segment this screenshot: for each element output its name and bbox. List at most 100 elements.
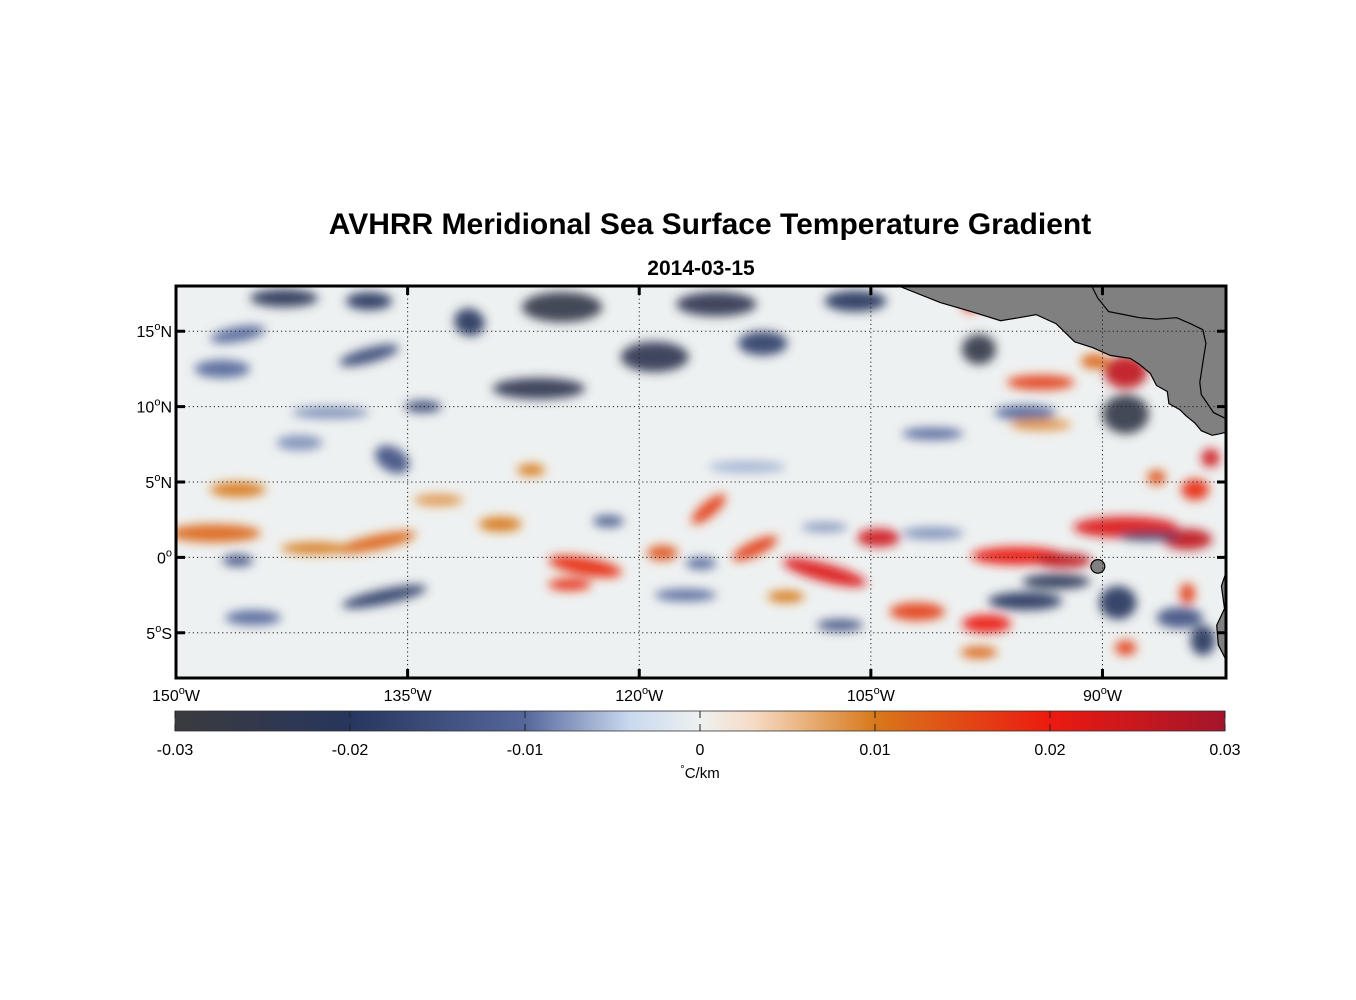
negative-gradient-feature xyxy=(1102,394,1149,434)
positive-gradient-feature xyxy=(548,578,592,591)
positive-gradient-feature xyxy=(517,463,546,476)
colorbar: -0.03 -0.02 -0.01 0 0.01 0.02 0.03 °C/km xyxy=(157,710,1241,782)
latitude-label: 0o xyxy=(157,547,172,567)
colorbar-tick-label: 0.01 xyxy=(859,742,890,759)
colorbar-ticks: -0.03 -0.02 -0.01 0 0.01 0.02 0.03 xyxy=(157,711,1241,759)
colorbar-unit: °C/km xyxy=(680,764,719,782)
negative-gradient-feature xyxy=(654,589,717,602)
negative-gradient-feature xyxy=(708,460,786,473)
colorbar-tick-label: -0.01 xyxy=(507,742,544,759)
positive-gradient-feature xyxy=(960,646,998,659)
positive-gradient-feature xyxy=(767,590,805,603)
gridlines xyxy=(176,286,1226,678)
island xyxy=(1090,559,1106,574)
longitude-label: 105oW xyxy=(847,685,896,705)
negative-gradient-feature xyxy=(685,557,717,570)
positive-gradient-feature xyxy=(1147,469,1166,486)
positive-gradient-feature xyxy=(1104,355,1148,389)
negative-gradient-feature xyxy=(404,400,442,413)
negative-gradient-feature xyxy=(1190,625,1216,656)
negative-gradient-feature xyxy=(988,592,1063,611)
positive-gradient-feature xyxy=(1009,418,1072,431)
negative-gradient-feature xyxy=(194,359,251,378)
latitude-labels: 15oN 10oN 5oN 0o 5oS xyxy=(137,321,172,643)
positive-gradient-feature xyxy=(478,516,522,532)
negative-gradient-feature xyxy=(901,427,964,440)
positive-gradient-feature xyxy=(1201,448,1220,467)
negative-gradient-feature xyxy=(345,292,393,311)
colorbar-unit-degree: ° xyxy=(680,764,684,776)
longitude-labels: 150oW 135oW 120oW 105oW 90oW xyxy=(152,685,1123,705)
negative-gradient-feature xyxy=(961,334,996,365)
positive-gradient-feature xyxy=(1181,478,1210,501)
positive-gradient-feature xyxy=(1036,552,1092,568)
negative-gradient-feature xyxy=(291,406,370,419)
positive-gradient-feature xyxy=(961,614,1012,633)
land-mass xyxy=(1216,572,1226,678)
land-mass xyxy=(898,286,1226,436)
colorbar-unit-text: C/km xyxy=(685,765,720,782)
chart-title: AVHRR Meridional Sea Surface Temperature… xyxy=(329,208,1091,241)
positive-gradient-feature xyxy=(1114,640,1137,656)
longitude-label: 120oW xyxy=(615,685,664,705)
longitude-label: 150oW xyxy=(152,685,201,705)
negative-gradient-feature xyxy=(620,341,689,372)
negative-gradient-feature xyxy=(1022,573,1091,590)
negative-gradient-feature xyxy=(276,435,323,451)
negative-gradient-feature xyxy=(801,522,848,532)
colorbar-tick-label: -0.03 xyxy=(157,742,194,759)
negative-gradient-feature xyxy=(824,290,887,312)
longitude-label: 90oW xyxy=(1083,685,1123,705)
map-panel: 150oW 135oW 120oW 105oW 90oW 15oN 10oN 5oN 0o 5o… xyxy=(137,284,1228,705)
negative-gradient-feature xyxy=(339,344,399,367)
positive-gradient-feature xyxy=(889,602,945,621)
positive-gradient-feature xyxy=(337,531,417,554)
negative-gradient-feature xyxy=(210,325,266,344)
latitude-label: 10oN xyxy=(137,397,172,417)
positive-gradient-feature xyxy=(782,558,867,587)
positive-gradient-feature xyxy=(1080,353,1109,369)
latitude-label: 15oN xyxy=(137,321,172,341)
positive-gradient-feature xyxy=(209,482,266,498)
longitude-label: 135oW xyxy=(384,685,433,705)
negative-gradient-feature xyxy=(994,405,1057,421)
negative-gradient-feature xyxy=(592,515,624,528)
negative-gradient-feature xyxy=(1099,586,1137,620)
positive-gradient-feature xyxy=(856,528,901,547)
positive-gradient-feature xyxy=(413,494,464,507)
negative-gradient-feature xyxy=(492,377,586,400)
colorbar-tick-label: 0 xyxy=(696,742,705,759)
negative-gradient-feature xyxy=(375,445,410,474)
negative-gradient-feature xyxy=(816,619,864,632)
negative-gradient-feature xyxy=(1156,607,1203,629)
negative-gradient-feature xyxy=(901,527,964,540)
negative-gradient-feature xyxy=(342,584,427,609)
gradient-field xyxy=(176,289,1220,659)
latitude-label: 5oN xyxy=(145,472,172,492)
negative-gradient-feature xyxy=(676,292,757,317)
negative-gradient-feature xyxy=(521,292,603,323)
colorbar-tick-label: 0.02 xyxy=(1034,742,1065,759)
positive-gradient-feature xyxy=(691,494,726,525)
negative-gradient-feature xyxy=(1117,531,1180,541)
positive-gradient-feature xyxy=(732,535,778,561)
positive-gradient-feature xyxy=(1006,374,1075,391)
positive-gradient-feature xyxy=(176,524,261,543)
positive-gradient-feature xyxy=(1179,583,1196,605)
latitude-label: 5oS xyxy=(146,623,172,643)
colorbar-scale xyxy=(175,711,1225,731)
negative-gradient-feature xyxy=(454,308,485,336)
land-mass xyxy=(1077,286,1226,420)
positive-gradient-feature xyxy=(281,542,349,555)
colorbar-tick-label: -0.02 xyxy=(332,742,369,759)
colorbar-tick-label: 0.03 xyxy=(1209,742,1240,759)
negative-gradient-feature xyxy=(222,554,254,567)
negative-gradient-feature xyxy=(250,289,319,308)
chart-subtitle: 2014-03-15 xyxy=(647,257,755,280)
negative-gradient-feature xyxy=(225,610,281,626)
negative-gradient-feature xyxy=(738,331,788,356)
positive-gradient-feature xyxy=(548,555,622,578)
land-layer xyxy=(898,286,1226,678)
map-frame xyxy=(174,284,1228,680)
